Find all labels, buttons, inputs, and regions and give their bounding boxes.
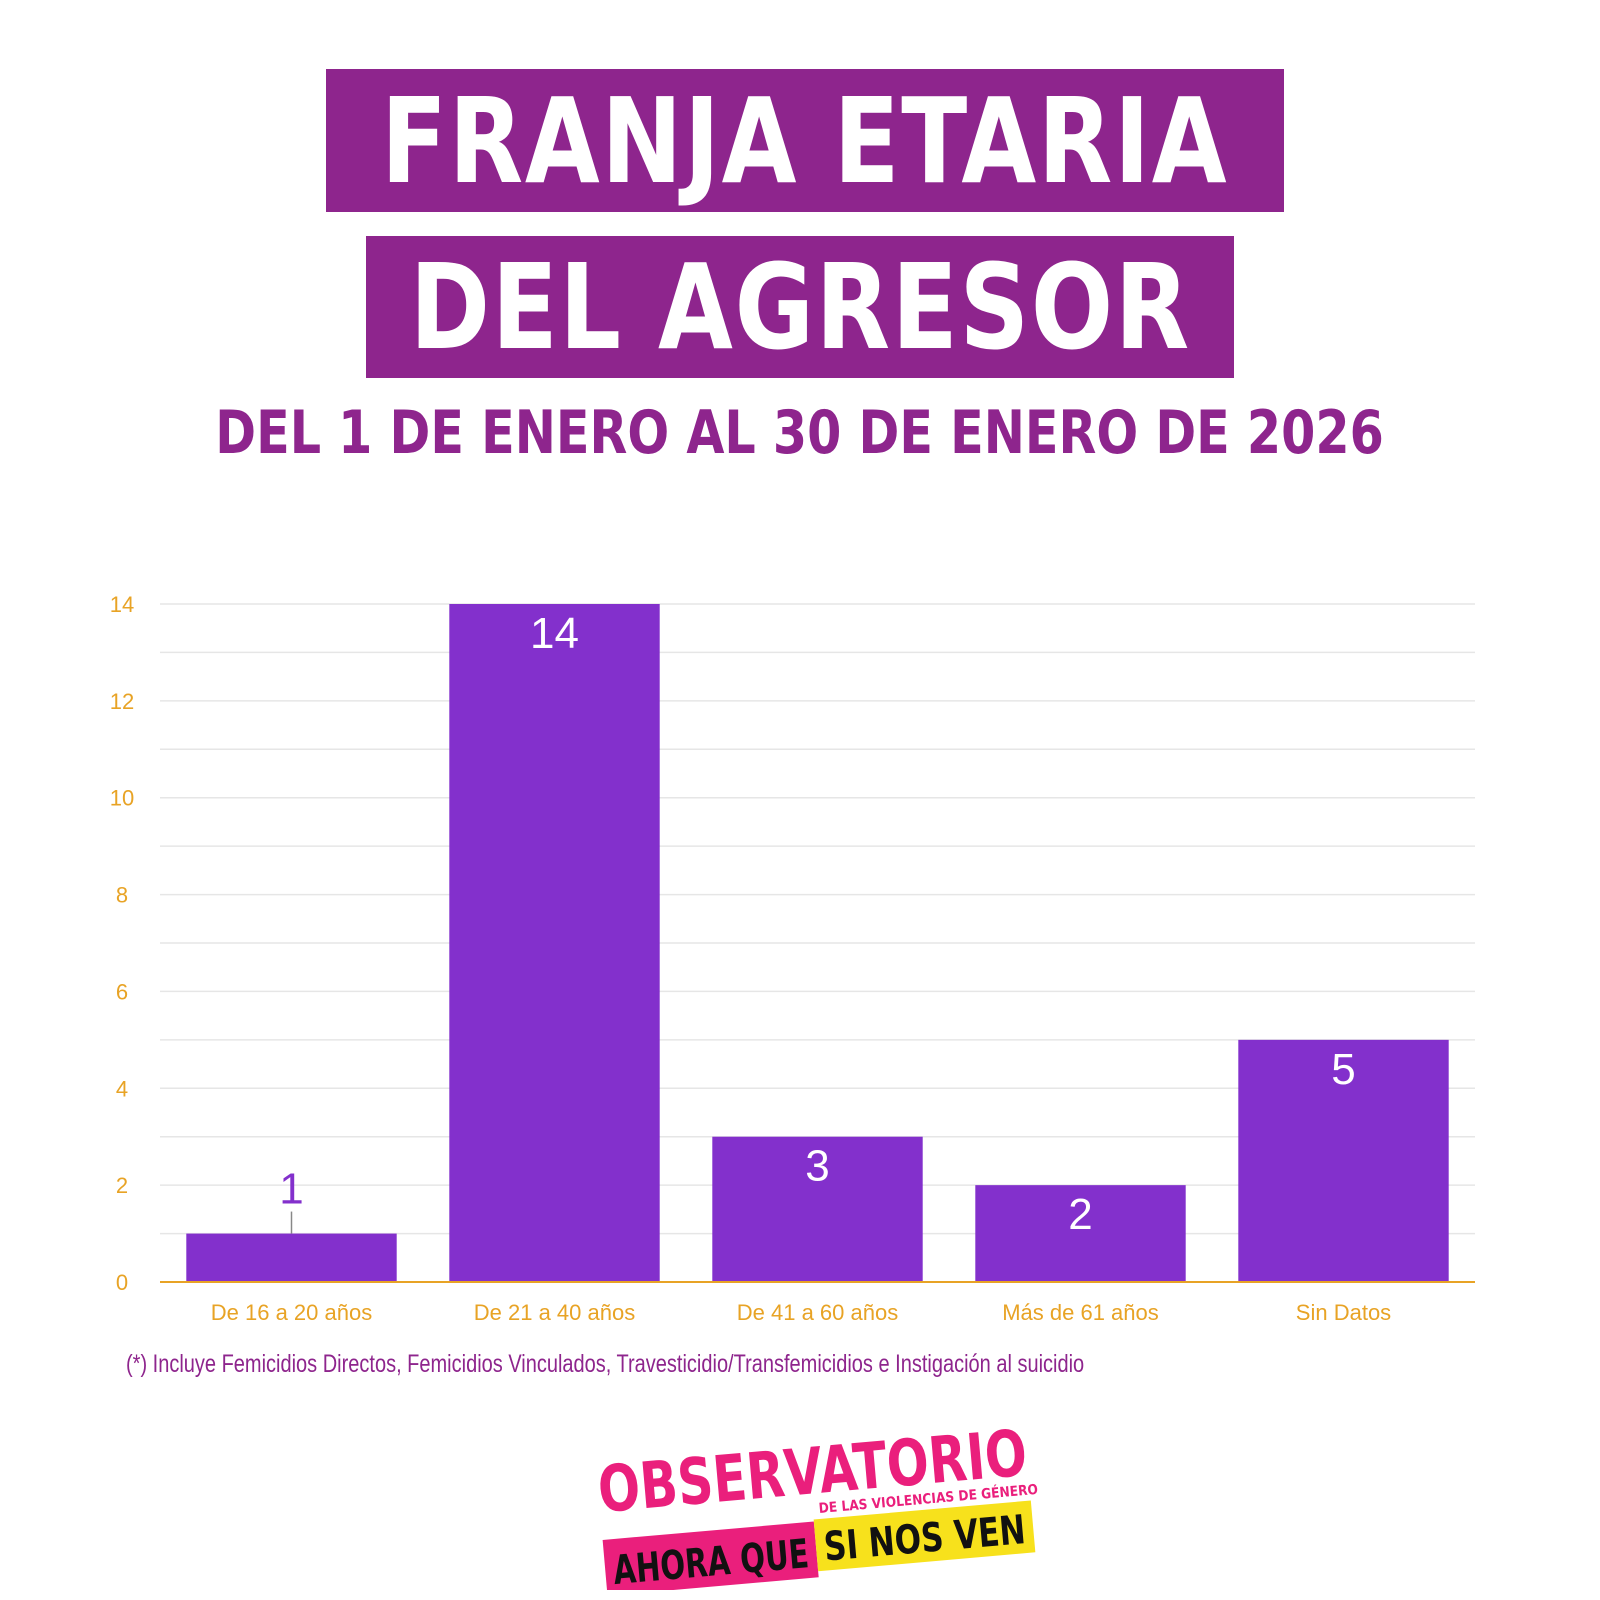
y-tick-label: 6 (116, 979, 128, 1004)
logo-band-pink (602, 1521, 819, 1590)
observatorio-logo: OBSERVATORIO DE LAS VIOLENCIAS DE GÉNERO… (600, 1417, 1039, 1590)
y-tick-label: 4 (116, 1076, 128, 1101)
title-line-2-text: DEL AGRESOR (409, 238, 1191, 376)
footnote-text: (*) Incluye Femicidios Directos, Femicid… (126, 1350, 1085, 1378)
logo-band-yellow (813, 1500, 1036, 1572)
y-tick-label: 12 (110, 689, 134, 714)
data-label: 14 (530, 609, 579, 658)
title-line-2: DEL AGRESOR (366, 236, 1234, 378)
data-label: 3 (805, 1142, 829, 1191)
bar (975, 1185, 1186, 1282)
subtitle: DEL 1 DE ENERO AL 30 DE ENERO DE 2026 (0, 398, 1600, 468)
title-line-1: FRANJA ETARIA (326, 69, 1284, 212)
y-tick-label: 14 (110, 592, 134, 617)
bar (712, 1136, 923, 1282)
bar (1238, 1039, 1449, 1282)
footnote: (*) Incluye Femicidios Directos, Femicid… (126, 1350, 1324, 1379)
x-tick-label: Más de 61 años (1002, 1300, 1159, 1325)
bar-chart: 0 2 4 6 8 10 12 14 1 De 16 a 20 años 14 De 21 a 40 … (110, 592, 1475, 1325)
y-tick-label: 8 (116, 883, 128, 908)
bar (449, 604, 660, 1282)
y-tick-label: 0 (116, 1270, 128, 1295)
data-label: 2 (1068, 1190, 1092, 1239)
x-tick-label: De 21 a 40 años (474, 1300, 635, 1325)
subtitle-text: DEL 1 DE ENERO AL 30 DE ENERO DE 2026 (215, 398, 1385, 468)
bar (186, 1233, 397, 1282)
x-tick-label: Sin Datos (1296, 1300, 1391, 1325)
y-tick-label: 2 (116, 1173, 128, 1198)
data-label: 1 (279, 1165, 303, 1214)
data-label: 5 (1331, 1045, 1355, 1094)
y-tick-label: 10 (110, 786, 134, 811)
title-line-1-text: FRANJA ETARIA (381, 71, 1229, 210)
x-tick-label: De 41 a 60 años (737, 1300, 898, 1325)
x-tick-label: De 16 a 20 años (211, 1300, 372, 1325)
